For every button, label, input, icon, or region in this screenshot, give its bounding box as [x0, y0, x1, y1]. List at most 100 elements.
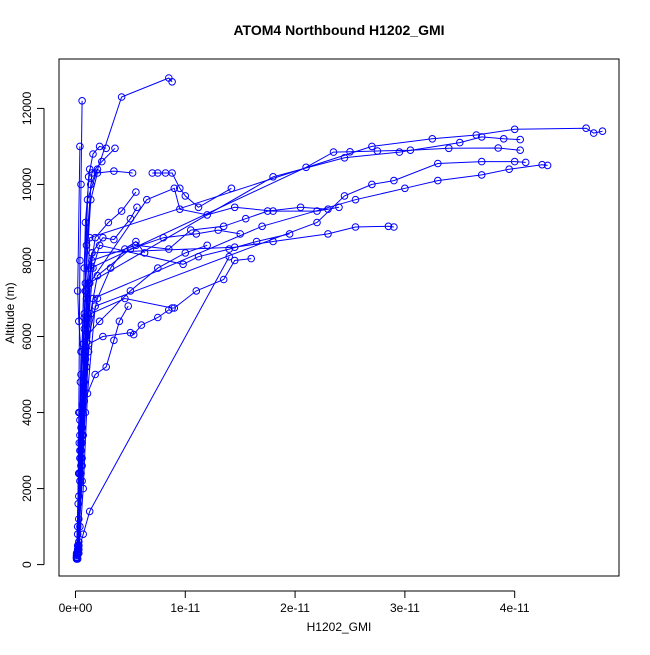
data-point [165, 245, 173, 253]
data-point [93, 169, 102, 177]
data-point [373, 147, 382, 155]
data-point [269, 237, 277, 246]
data-point [98, 157, 106, 166]
data-point [137, 321, 146, 329]
data-point [81, 347, 90, 356]
data-point [80, 325, 89, 333]
data-point [99, 332, 107, 341]
series-points [72, 74, 607, 563]
data-point [84, 173, 93, 181]
data-point [88, 249, 96, 257]
data-point [230, 203, 239, 212]
data-point [194, 252, 203, 261]
data-point [225, 252, 233, 261]
data-point [85, 165, 94, 173]
data-point [102, 144, 110, 153]
data-point [111, 144, 119, 153]
data-point [85, 507, 94, 516]
data-point [77, 370, 85, 379]
x-axis-label: H1202_GMI [307, 620, 372, 634]
data-point [93, 165, 102, 173]
data-point [104, 218, 113, 227]
data-point [75, 469, 83, 478]
data-point [77, 454, 85, 463]
data-point [187, 226, 195, 234]
data-point [80, 397, 89, 405]
data-point [368, 180, 376, 189]
data-point [126, 287, 135, 295]
data-point [89, 264, 97, 272]
data-point [75, 317, 83, 326]
data-point [73, 545, 82, 554]
data-point [82, 363, 91, 371]
data-point [285, 230, 294, 238]
data-point [75, 541, 83, 550]
data-point [132, 237, 140, 246]
data-point [538, 160, 546, 169]
data-point [516, 146, 525, 154]
series-line [77, 146, 82, 535]
data-point [95, 142, 104, 151]
data-point [313, 207, 321, 215]
data-point [76, 522, 84, 531]
data-point [252, 237, 261, 246]
data-point [335, 203, 343, 212]
data-point [324, 205, 332, 213]
data-point [72, 551, 81, 559]
data-point [91, 370, 99, 379]
data-point [179, 260, 187, 269]
data-point [227, 184, 236, 193]
data-point [84, 340, 93, 348]
data-point [85, 233, 94, 242]
data-point [192, 287, 201, 295]
data-point [126, 214, 135, 223]
x-tick-label: 1e-11 [170, 601, 200, 615]
data-point [340, 154, 349, 162]
data-point [93, 294, 102, 303]
data-point [88, 256, 96, 265]
data-point [170, 184, 179, 193]
data-point [241, 214, 250, 223]
data-point [346, 148, 354, 156]
data-point [434, 176, 442, 185]
data-point [78, 477, 86, 485]
data-point [390, 176, 398, 185]
data-point [505, 165, 514, 173]
x-tick-label: 2e-11 [280, 601, 310, 615]
data-point [78, 97, 86, 105]
data-point [477, 133, 486, 141]
data-point [263, 207, 272, 215]
y-tick-label: 10000 [20, 167, 34, 201]
data-point [230, 256, 239, 265]
data-point [154, 264, 162, 272]
data-point [154, 169, 162, 177]
data-point [510, 157, 519, 166]
data-point [225, 245, 233, 253]
data-point [203, 211, 211, 219]
data-point [181, 249, 190, 257]
data-point [115, 317, 124, 326]
data-point [181, 192, 190, 200]
data-point [78, 401, 86, 409]
data-point [82, 294, 91, 303]
data-point [99, 233, 107, 242]
data-point [81, 218, 90, 227]
data-point [102, 363, 110, 371]
data-point [194, 203, 203, 212]
data-point [78, 408, 86, 417]
data-point [132, 188, 140, 196]
y-tick-label: 0 [20, 561, 34, 568]
data-point [434, 159, 442, 168]
data-point [73, 530, 82, 539]
data-point [117, 93, 126, 101]
data-point [128, 169, 137, 177]
data-point [76, 477, 84, 485]
data-point [77, 347, 85, 356]
y-tick-label: 12000 [20, 91, 34, 125]
data-point [110, 167, 118, 175]
data-point [95, 317, 104, 326]
x-tick-label: 3e-11 [390, 601, 420, 615]
data-point [401, 184, 409, 193]
